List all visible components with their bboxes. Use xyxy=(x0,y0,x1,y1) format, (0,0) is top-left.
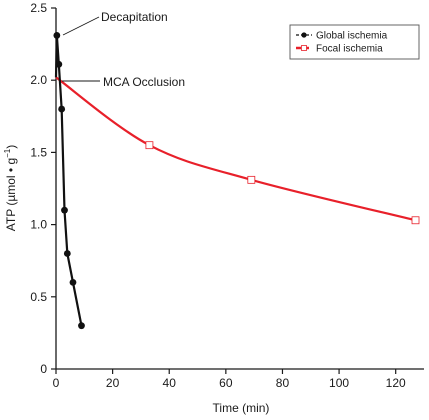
legend-global-label: Global ischemia xyxy=(316,31,388,42)
annotations: Decapitation MCA Occlusion xyxy=(62,10,185,89)
legend-focal-label: Focal ischemia xyxy=(316,44,383,55)
focal-ischemia-point-1 xyxy=(145,141,154,150)
x-tick-label-4: 80 xyxy=(276,376,290,390)
y-tick-label-1: 0.5 xyxy=(30,290,47,304)
x-ticks: 0 20 40 60 80 100 120 xyxy=(53,369,406,390)
focal-ischemia-line xyxy=(55,76,416,222)
focal-ischemia-point-2 xyxy=(247,175,256,184)
x-tick-label-6: 120 xyxy=(386,376,406,390)
axes xyxy=(55,8,424,370)
y-axis-title: ATP (µmol • g−1) xyxy=(3,145,18,231)
legend-focal-marker xyxy=(301,45,307,51)
y-tick-label-5: 2.5 xyxy=(30,1,47,15)
x-tick-label-3: 60 xyxy=(219,376,233,390)
global-ischemia-point-6 xyxy=(69,278,77,286)
global-ischemia-point-1 xyxy=(53,32,61,39)
global-ischemia-point-5 xyxy=(63,250,71,257)
global-ischemia-line xyxy=(54,34,83,326)
x-tick-label-0: 0 xyxy=(53,376,60,390)
focal-ischemia-point-3 xyxy=(411,216,420,225)
global-ischemia-point-3 xyxy=(58,105,66,113)
y-axis-title-superscript: −1 xyxy=(3,148,12,158)
y-axis-title-close: ) xyxy=(4,145,18,149)
x-axis-title: Time (min) xyxy=(213,401,270,415)
y-axis-title-main: ATP (µmol • g xyxy=(4,158,18,231)
legend: Global ischemia Focal ischemia xyxy=(289,24,420,60)
x-tick-label-1: 20 xyxy=(106,376,120,390)
y-tick-label-4: 2.0 xyxy=(30,73,47,87)
legend-global-marker xyxy=(301,32,307,38)
y-tick-label-3: 1.5 xyxy=(30,145,47,159)
y-tick-label-2: 1.0 xyxy=(30,218,47,232)
y-tick-label-0: 0 xyxy=(40,362,47,376)
mca-occlusion-annotation: MCA Occlusion xyxy=(103,75,185,89)
global-ischemia-point-2 xyxy=(55,60,63,68)
decapitation-leader-line xyxy=(62,16,100,36)
global-ischemia-point-7 xyxy=(78,322,85,330)
x-tick-label-2: 40 xyxy=(163,376,177,390)
y-ticks: 0 0.5 1.0 1.5 2.0 2.5 xyxy=(30,1,56,376)
global-ischemia-point-4 xyxy=(61,206,68,214)
decapitation-annotation: Decapitation xyxy=(101,10,168,24)
x-tick-label-5: 100 xyxy=(329,376,349,390)
legend-box xyxy=(289,24,420,60)
series-layer xyxy=(53,32,420,330)
